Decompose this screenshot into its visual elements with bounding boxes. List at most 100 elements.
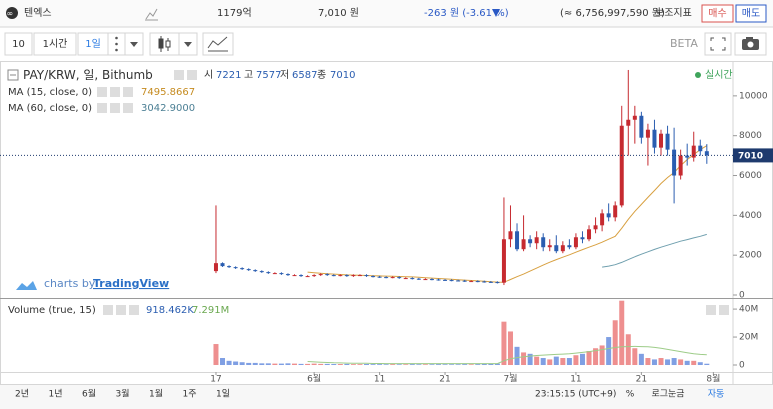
candle-body <box>515 231 520 250</box>
percent-toggle[interactable]: % <box>626 390 635 400</box>
candle-body <box>580 237 585 240</box>
indicator-icon <box>207 36 228 52</box>
camera-icon <box>742 37 759 50</box>
volume-bar <box>514 346 520 366</box>
auto-toggle[interactable]: 자동 <box>708 389 725 400</box>
candle-body <box>632 115 637 120</box>
ma60-buttons[interactable] <box>97 103 133 113</box>
dropdown-caret <box>130 42 138 47</box>
volume-bar <box>678 359 684 366</box>
sell-button[interactable] <box>735 4 767 23</box>
volume-buttons[interactable] <box>103 305 139 315</box>
x-tick-label: 21 <box>439 375 450 385</box>
y-tick-label: 2000 <box>739 251 762 261</box>
sell-label[interactable]: 매도 <box>742 8 760 20</box>
legend-buttons[interactable] <box>174 70 197 80</box>
coin-name[interactable]: 텐엑스 <box>24 7 52 19</box>
volume-value: 918.462K <box>146 305 194 316</box>
indicator-link[interactable]: 보조지표 <box>655 7 692 19</box>
count-label[interactable]: 10 <box>12 39 25 50</box>
candle-body <box>554 245 559 252</box>
candle-body <box>338 275 343 277</box>
pane-buttons[interactable] <box>706 305 729 315</box>
fullscreen-button[interactable] <box>704 32 732 56</box>
volume-bar <box>671 358 677 366</box>
y-tick-label: 8000 <box>739 131 762 141</box>
credit-prefix[interactable]: charts by <box>44 277 96 290</box>
ma15-label: MA (15, close, 0) <box>8 87 92 98</box>
volume-bar <box>534 356 540 366</box>
chart-icon[interactable] <box>145 8 158 21</box>
coin-icon-glyph: ∞ <box>7 9 14 18</box>
period-label[interactable]: 1일 <box>85 38 101 50</box>
range-button[interactable]: 3월 <box>115 388 129 400</box>
candle-body <box>672 149 677 176</box>
candle-body <box>443 279 448 281</box>
candle-body <box>534 237 539 244</box>
volume-bar <box>697 362 703 366</box>
realtime-dot <box>695 72 701 78</box>
y-tick-label: 0 <box>739 291 745 301</box>
volume-bar <box>645 358 651 366</box>
volume-bar <box>337 364 343 366</box>
range-button[interactable]: 1월 <box>149 388 163 400</box>
range-button[interactable]: 1일 <box>216 389 230 400</box>
candle-body <box>318 274 323 276</box>
candle-body <box>227 266 232 268</box>
volume-bar <box>521 352 527 366</box>
count-button[interactable] <box>4 32 33 56</box>
volume-bar <box>239 362 245 366</box>
volume-bar <box>691 360 697 366</box>
volume-bar <box>553 356 559 366</box>
candle-body <box>606 213 611 218</box>
candle-body <box>567 245 572 248</box>
candle-body <box>364 275 369 277</box>
tradingview-logo[interactable] <box>16 281 37 290</box>
candle-body <box>449 280 454 282</box>
candle-body <box>416 278 421 280</box>
volume-bar <box>593 348 599 366</box>
x-tick-label: 11 <box>374 375 385 385</box>
high-label: 고 <box>244 70 253 81</box>
range-button[interactable]: 1년 <box>48 389 62 400</box>
candle-body <box>292 275 297 277</box>
candle-body <box>259 271 264 273</box>
candle-body <box>659 133 664 148</box>
volume-bar <box>318 363 324 366</box>
log-toggle[interactable]: 로그눈금 <box>651 389 684 400</box>
volume-bar <box>416 364 422 366</box>
credit-brand[interactable]: TradingView <box>93 277 169 290</box>
ma15-value: 7495.8667 <box>141 87 195 98</box>
range-button[interactable]: 1주 <box>182 389 196 400</box>
interval-button[interactable] <box>33 32 77 56</box>
volume-bar <box>357 364 363 366</box>
volume-bar <box>265 363 271 366</box>
candle-body <box>253 270 258 272</box>
chart-style-button[interactable] <box>149 32 180 56</box>
range-button[interactable]: 2년 <box>15 389 29 400</box>
volume-bar <box>435 364 441 366</box>
volume-bar <box>658 358 664 366</box>
volume-bar <box>573 355 579 366</box>
volume-bar <box>298 363 304 366</box>
range-button[interactable]: 6월 <box>82 388 96 400</box>
volume-bar <box>494 363 500 366</box>
volume-bar <box>390 364 396 366</box>
indicator-button[interactable] <box>202 32 234 56</box>
volume-bar <box>455 364 461 366</box>
candle-body <box>410 278 415 280</box>
interval-label[interactable]: 1시간 <box>43 38 68 50</box>
close-label: 종 <box>317 69 326 81</box>
buy-button[interactable] <box>701 4 734 23</box>
volume-bar <box>311 363 317 366</box>
volume-ma-value: 7.291M <box>192 305 229 316</box>
volume-bar <box>599 345 605 366</box>
ma15-buttons[interactable] <box>97 87 133 97</box>
buy-label[interactable]: 매수 <box>708 8 726 20</box>
collapse-box[interactable] <box>7 69 19 81</box>
candle-body <box>613 205 618 218</box>
candle-body <box>704 151 709 156</box>
volume-bar <box>704 363 710 366</box>
candle-body <box>279 273 284 275</box>
